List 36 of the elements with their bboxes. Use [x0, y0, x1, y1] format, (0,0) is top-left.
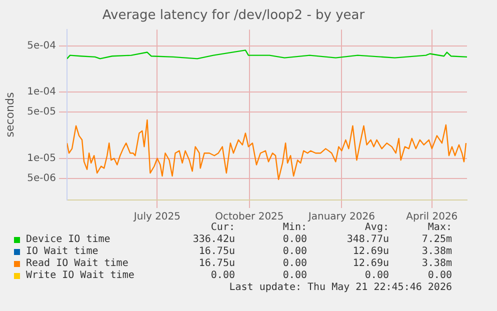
legend-label: Device IO time [26, 234, 110, 245]
y-tick-label: 1e-04 [27, 86, 56, 98]
text: 12.69u [352, 246, 389, 257]
legend-label: IO Wait time [26, 246, 98, 257]
y-tick-label: 5e-05 [27, 106, 56, 118]
text: 0.00 [364, 270, 389, 281]
x-tick-label: July 2025 [132, 212, 181, 223]
text: 3.38m [422, 258, 452, 269]
text: 0.00 [282, 258, 307, 269]
text: 0.00 [428, 270, 452, 281]
legend-label: Read IO Wait time [26, 258, 128, 269]
text: 3.38m [422, 246, 452, 257]
text: 12.69u [352, 258, 389, 269]
text: 7.25m [422, 234, 452, 245]
text: 0.00 [282, 270, 307, 281]
text: 348.77u [346, 234, 389, 245]
text: 16.75u [198, 258, 235, 269]
y-axis-title: seconds [3, 92, 16, 138]
text: Last update: Thu May 21 22:45:46 2026 [229, 282, 452, 293]
text: 16.75u [198, 246, 235, 257]
x-tick-label: April 2026 [406, 212, 458, 223]
x-tick-label: January 2026 [307, 212, 375, 223]
legend-label: Write IO Wait time [26, 270, 134, 281]
y-tick-label: 1e-05 [27, 152, 56, 164]
x-tick-label: October 2025 [215, 212, 284, 223]
y-tick-label: 5e-06 [27, 172, 56, 184]
y-tick-label: 5e-04 [27, 40, 56, 52]
text: Max: [428, 222, 452, 233]
text: 336.42u [192, 234, 235, 245]
text: 0.00 [210, 270, 235, 281]
text: Avg: [364, 222, 389, 233]
text: Cur: [210, 222, 235, 233]
text: 0.00 [282, 234, 307, 245]
text: 0.00 [282, 246, 307, 257]
text: Min: [282, 222, 307, 233]
chart-title: Average latency for /dev/loop2 - by year [102, 8, 366, 24]
